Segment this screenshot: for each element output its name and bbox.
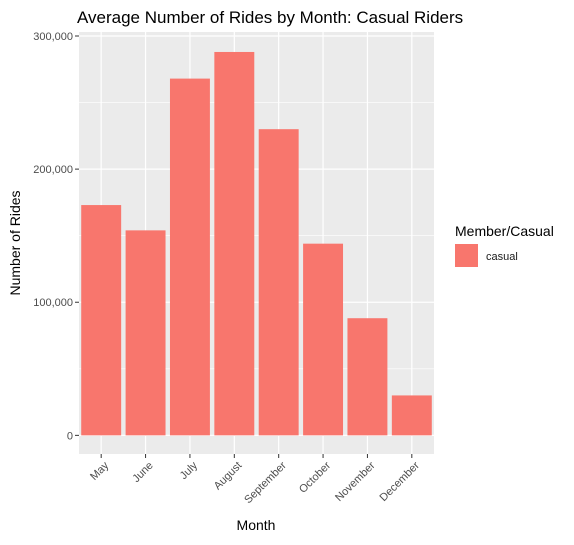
bar-november [347, 318, 388, 436]
x-tick-label-september: September [242, 459, 289, 506]
x-tick-label-july: July [178, 459, 201, 482]
legend: Member/Casual casual [455, 223, 554, 267]
y-tick-label: 300,000 [33, 31, 73, 43]
y-tick-label: 0 [67, 430, 73, 442]
x-tick-label-october: October [297, 459, 333, 495]
bar-july [169, 78, 210, 436]
y-axis: 0 100,000 200,000 300,000 [33, 31, 79, 442]
bar-september [258, 129, 299, 436]
x-tick-label-august: August [212, 460, 245, 493]
legend-title: Member/Casual [455, 223, 554, 239]
x-tick-label-may: May [88, 459, 112, 483]
x-tick-label-november: November [333, 459, 378, 504]
bar-october [303, 243, 344, 436]
bar-december [391, 395, 432, 436]
x-tick-label-december: December [378, 459, 423, 504]
x-tick-label-june: June [130, 460, 155, 485]
y-tick-label: 200,000 [33, 164, 73, 176]
legend-label-casual: casual [486, 251, 518, 263]
bars [81, 51, 432, 436]
bar-august [214, 51, 255, 436]
y-tick-label: 100,000 [33, 297, 73, 309]
chart-title: Average Number of Rides by Month: Casual… [77, 8, 463, 27]
bar-may [81, 205, 122, 436]
bar-june [125, 230, 166, 436]
x-axis-title: Month [237, 517, 276, 533]
y-axis-title: Number of Rides [7, 190, 23, 295]
legend-key-casual [455, 244, 478, 267]
